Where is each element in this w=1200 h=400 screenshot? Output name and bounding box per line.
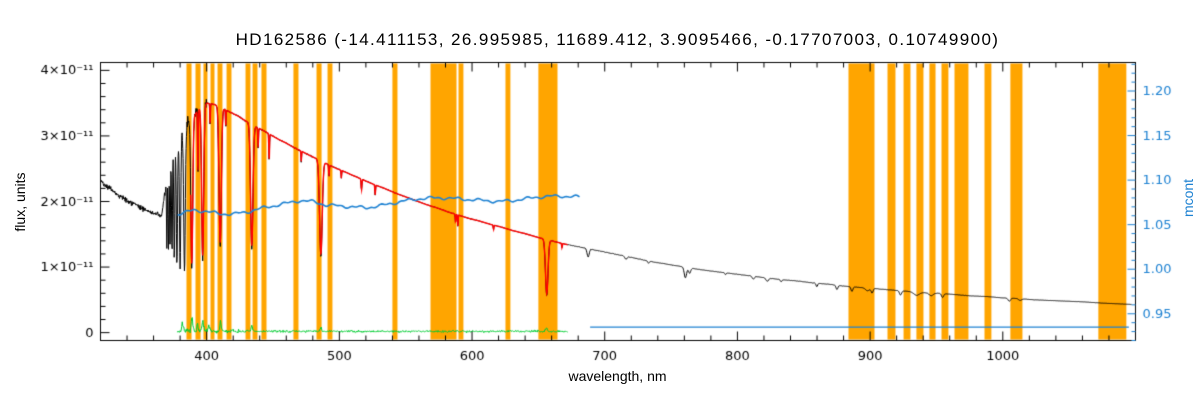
x-axis-label: wavelength, nm xyxy=(568,368,667,384)
y-axis-label-left: flux, units xyxy=(12,172,28,232)
chart-title: HD162586 (-14.411153, 26.995985, 11689.4… xyxy=(235,30,1000,49)
y-axis-label-right: mcont xyxy=(1180,178,1196,218)
